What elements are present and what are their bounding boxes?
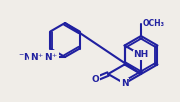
Text: N$^{+}$: N$^{+}$	[30, 51, 44, 63]
Text: OCH₃: OCH₃	[143, 19, 165, 28]
Text: NH: NH	[133, 50, 149, 59]
Text: N$^{+}$: N$^{+}$	[44, 51, 58, 63]
Text: $^{-}$N: $^{-}$N	[30, 52, 44, 63]
Text: $^{-}$N: $^{-}$N	[18, 52, 32, 63]
Text: O: O	[91, 75, 99, 84]
Text: N: N	[121, 79, 128, 88]
